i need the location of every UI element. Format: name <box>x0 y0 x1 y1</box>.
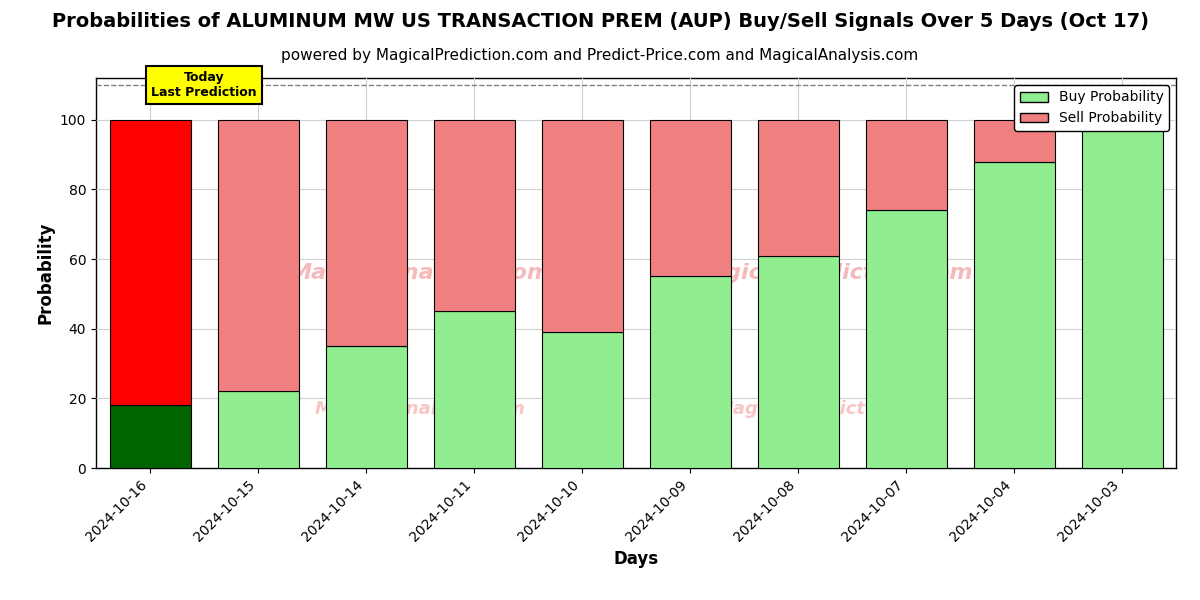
Bar <box>757 120 839 256</box>
Bar <box>109 120 191 406</box>
Legend: Buy Probability, Sell Probability: Buy Probability, Sell Probability <box>1014 85 1169 131</box>
Text: Today
Last Prediction: Today Last Prediction <box>151 71 257 99</box>
Text: MagicalAnalysis.com: MagicalAnalysis.com <box>314 401 526 419</box>
Bar <box>865 211 947 468</box>
Text: Probabilities of ALUMINUM MW US TRANSACTION PREM (AUP) Buy/Sell Signals Over 5 D: Probabilities of ALUMINUM MW US TRANSACT… <box>52 12 1148 31</box>
Bar <box>541 120 623 332</box>
Bar <box>973 120 1055 161</box>
X-axis label: Days: Days <box>613 550 659 568</box>
Bar <box>217 391 299 468</box>
Bar <box>973 161 1055 468</box>
Y-axis label: Probability: Probability <box>36 222 54 324</box>
Text: MagicalPrediction.com: MagicalPrediction.com <box>688 263 973 283</box>
Bar <box>541 332 623 468</box>
Bar <box>757 256 839 468</box>
Text: MagicalPrediction.com: MagicalPrediction.com <box>715 401 946 419</box>
Text: powered by MagicalPrediction.com and Predict-Price.com and MagicalAnalysis.com: powered by MagicalPrediction.com and Pre… <box>281 48 919 63</box>
Bar <box>109 406 191 468</box>
Bar <box>325 120 407 346</box>
Bar <box>325 346 407 468</box>
Bar <box>649 120 731 277</box>
Bar <box>649 277 731 468</box>
Bar <box>865 120 947 211</box>
Text: MagicalAnalysis.com: MagicalAnalysis.com <box>289 263 551 283</box>
Bar <box>1081 120 1163 468</box>
Bar <box>217 120 299 391</box>
Bar <box>433 311 515 468</box>
Bar <box>433 120 515 311</box>
